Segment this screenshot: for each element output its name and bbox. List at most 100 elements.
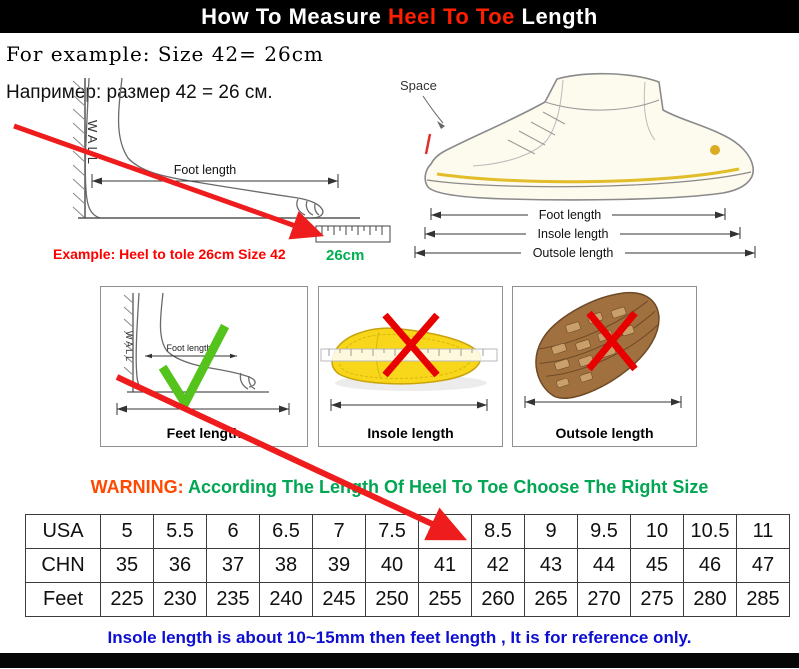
size-cell: 42	[471, 548, 525, 583]
ruler-value: 26cm	[326, 247, 364, 264]
outsole-sketch	[524, 292, 682, 408]
foot-outline	[84, 77, 324, 219]
size-cell: 10.5	[683, 514, 737, 549]
red-cross-icon	[382, 312, 440, 378]
size-cell: 44	[577, 548, 631, 583]
outsole-length-dimension: Outsole length	[414, 246, 756, 260]
space-pointer-head	[437, 121, 445, 129]
insole-line	[436, 167, 740, 184]
correct-method-sketch: WALL Foot length	[116, 292, 290, 415]
size-cell: 39	[312, 548, 366, 583]
size-table: USA 5 5.5 6 6.5 7 7.5 8 8.5 9 9.5 10 10.…	[25, 514, 790, 617]
toe-space-mark	[424, 133, 432, 155]
size-cell: 280	[683, 582, 737, 617]
red-cross-icon	[586, 310, 638, 372]
lace-lines	[507, 111, 566, 155]
measuring-tape	[320, 348, 498, 362]
space-pointer	[422, 95, 444, 124]
outsole-length-label: Outsole length	[555, 425, 654, 441]
foot-length-dimension: Foot length	[430, 208, 726, 222]
title-suffix: Length	[514, 4, 598, 29]
size-cell: 35	[100, 548, 154, 583]
ruler	[315, 225, 391, 243]
collar-line	[544, 99, 660, 111]
measure-box-insole: Insole length	[318, 286, 503, 447]
bottom-bar	[0, 653, 799, 668]
warning-label: WARNING:	[90, 477, 184, 497]
size-cell: 250	[365, 582, 419, 617]
outsole-shape	[535, 292, 660, 399]
wall-hatching	[123, 294, 134, 388]
size-cell: 230	[153, 582, 207, 617]
size-cell: 7	[312, 514, 366, 549]
title-highlight: Heel To Toe	[387, 4, 515, 29]
row-label: Feet	[25, 582, 101, 617]
size-cell: 46	[683, 548, 737, 583]
size-cell: 10	[630, 514, 684, 549]
wall-hatching	[72, 80, 86, 219]
insole-length-label: Insole length	[367, 425, 454, 441]
warning-text: According The Length Of Heel To Toe Choo…	[187, 477, 709, 497]
foot-wall-diagram: WALL Foot length 26cm	[72, 77, 391, 264]
size-cell: 235	[206, 582, 260, 617]
size-cell: 9	[524, 514, 578, 549]
inner-dim-label: Foot length	[166, 343, 211, 353]
size-cell: 270	[577, 582, 631, 617]
bottom-dimension	[524, 396, 682, 408]
bottom-dimension	[116, 403, 290, 415]
foot-length-label: Foot length	[539, 208, 602, 222]
size-cell: 45	[630, 548, 684, 583]
insole-length-dimension: Insole length	[424, 227, 741, 241]
size-cell: 6.5	[259, 514, 313, 549]
table-row-usa: USA 5 5.5 6 6.5 7 7.5 8 8.5 9 9.5 10 10.…	[25, 514, 790, 549]
bottom-dimension	[330, 399, 488, 411]
insole-sketch	[320, 312, 498, 411]
foot-inside-lines	[472, 79, 656, 167]
shoe-measure-diagram: Space Foot length Insole length	[400, 72, 756, 260]
size-cell: 37	[206, 548, 260, 583]
size-cell: 41	[418, 548, 472, 583]
size-cell: 8	[418, 514, 472, 549]
foot-length-label: Foot length	[174, 163, 237, 177]
insole-stitching	[339, 333, 472, 379]
example-caption: Example: Heel to tole 26cm Size 42	[53, 246, 286, 262]
size-cell: 36	[153, 548, 207, 583]
toes-detail	[296, 198, 320, 216]
size-cell: 7.5	[365, 514, 419, 549]
size-cell: 260	[471, 582, 525, 617]
size-cell: 9.5	[577, 514, 631, 549]
size-cell: 285	[736, 582, 790, 617]
size-cell: 43	[524, 548, 578, 583]
size-cell: 11	[736, 514, 790, 549]
shoe-outline	[424, 72, 754, 201]
size-cell: 6	[206, 514, 260, 549]
size-cell: 240	[259, 582, 313, 617]
size-cell: 255	[418, 582, 472, 617]
size-cell: 38	[259, 548, 313, 583]
example-size-text-ru: Например: размер 42 = 26 см.	[6, 82, 273, 103]
size-cell: 5.5	[153, 514, 207, 549]
insole-length-label: Insole length	[538, 227, 609, 241]
feet-length-label: Feet length	[166, 425, 242, 441]
size-cell: 8.5	[471, 514, 525, 549]
size-cell: 47	[736, 548, 790, 583]
reference-note: Insole length is about 10~15mm then feet…	[107, 628, 692, 647]
measure-box-correct: WALL Foot length Feet length	[100, 286, 308, 447]
header-banner: How To Measure Heel To Toe Length	[0, 0, 799, 33]
size-cell: 265	[524, 582, 578, 617]
row-label: USA	[25, 514, 101, 549]
table-row-feet: Feet 225 230 235 240 245 250 255 260 265…	[25, 582, 790, 617]
space-label: Space	[400, 78, 437, 93]
outsole-length-label: Outsole length	[533, 246, 614, 260]
title-prefix: How To Measure	[201, 4, 388, 29]
example-size-text-en: For example: Size 42= 26cm	[6, 42, 324, 66]
sole-line	[426, 171, 752, 188]
wall-label: WALL	[124, 331, 134, 363]
size-cell: 275	[630, 582, 684, 617]
measure-box-outsole: Outsole length	[512, 286, 697, 447]
heel-dot	[710, 145, 720, 155]
row-label: CHN	[25, 548, 101, 583]
size-cell: 245	[312, 582, 366, 617]
inner-dimension	[145, 353, 237, 359]
